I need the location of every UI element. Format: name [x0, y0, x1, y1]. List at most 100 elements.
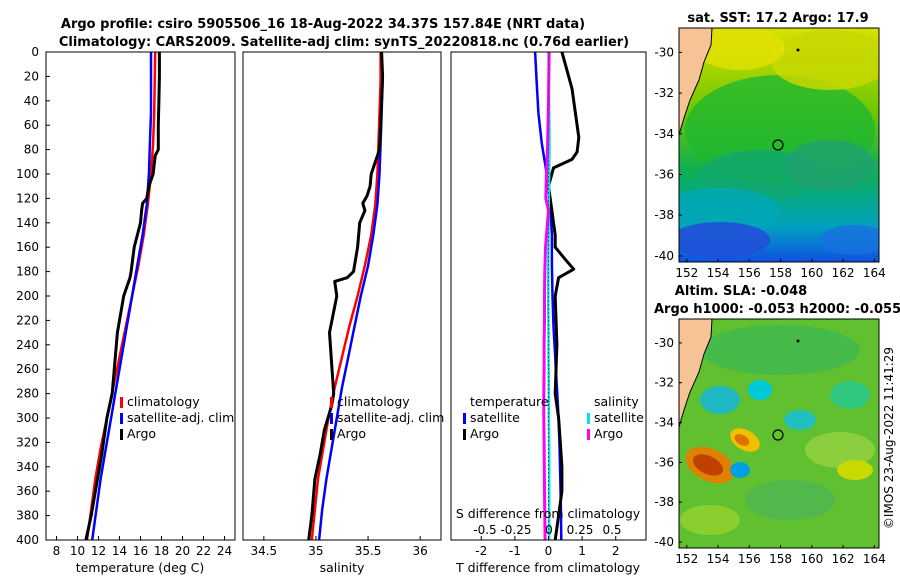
map-y-tick-label: -40	[654, 249, 674, 263]
map-y-tick-label: -36	[654, 168, 674, 182]
map-y-tick-label: -30	[654, 45, 674, 59]
y-tick-label: 320	[16, 435, 39, 449]
map-y-tick-label: -32	[654, 376, 674, 390]
y-tick-label: 340	[16, 460, 39, 474]
map-x-tick-label: 154	[707, 552, 730, 566]
sla-map: Altim. SLA: -0.048 Argo h1000: -0.053 h2…	[654, 284, 900, 566]
map-x-tick-label: 154	[707, 266, 730, 280]
x-tick-label: 16	[133, 544, 148, 558]
map-x-tick-label: 156	[738, 552, 761, 566]
salinity-xlabel: salinity	[320, 560, 365, 575]
map-y-tick-label: -32	[654, 86, 674, 100]
map-y-tick-label: -30	[654, 336, 674, 350]
legend-argo: Argo	[337, 426, 366, 441]
legend-argo: Argo	[127, 426, 156, 441]
s-tick: -0.25	[500, 523, 531, 537]
sla-map-subtitle: Argo h1000: -0.053 h2000: -0.055	[654, 302, 900, 317]
salinity-legend: climatology satellite-adj. clim Argo	[330, 394, 444, 441]
temperature-xlabel: temperature (deg C)	[76, 560, 205, 575]
temperature-panel: 0 20 40 60 80 100 120 140 160 180 200 220 240 260 280 3…	[16, 45, 236, 575]
x-tick-label: 14	[112, 544, 127, 558]
x-tick-label: 0	[545, 544, 553, 558]
series-satellite-adj-clim	[90, 52, 153, 540]
series-temperature-argo	[547, 52, 581, 540]
x-tick-label: 20	[175, 544, 190, 558]
y-tick-label: 20	[24, 69, 39, 83]
y-tick-label: 200	[16, 289, 39, 303]
legend-salinity-title: salinity	[594, 394, 639, 409]
legend-climatology: climatology	[127, 394, 200, 409]
y-tick-label: 400	[16, 533, 39, 547]
legend-t-satellite: satellite	[470, 410, 520, 425]
argo-float-marker	[772, 429, 784, 441]
legend-s-argo: Argo	[594, 426, 623, 441]
map-x-tick-label: 162	[832, 552, 855, 566]
s-difference-ticks: -0.5 -0.25 0 0.25 0.5	[473, 523, 621, 537]
y-tick-label: 160	[16, 240, 39, 254]
legend-climatology: climatology	[337, 394, 410, 409]
salinity-axes-frame	[242, 51, 442, 541]
x-tick-label: -1	[509, 544, 521, 558]
map-y-tick-label: -34	[654, 127, 674, 141]
series-climatology	[85, 52, 157, 540]
s-tick: 0.25	[567, 523, 594, 537]
map-x-tick-label: 156	[738, 266, 761, 280]
y-tick-label: 100	[16, 167, 39, 181]
y-tick-label: 0	[31, 45, 39, 59]
y-tick-label: 300	[16, 411, 39, 425]
figure-title-line2: Climatology: CARS2009. Satellite-adj cli…	[59, 35, 629, 50]
y-tick-label: 260	[16, 362, 39, 376]
map-y-tick-label: -38	[654, 495, 674, 509]
y-tick-label: 220	[16, 313, 39, 327]
s-difference-axis-label: S difference from climatology	[456, 506, 641, 521]
difference-panel: -2 -1 0 1 2 T difference from climatology S …	[450, 51, 647, 575]
imos-stamp: ©IMOS 23-Aug-2022 11:41:29	[882, 347, 896, 529]
map-y-tick-label: -34	[654, 416, 674, 430]
series-temperature-satellite	[533, 52, 563, 540]
land-australia	[679, 319, 713, 428]
x-tick-label: 35	[308, 544, 323, 558]
difference-legend: temperature salinity satellite Argo sate…	[463, 394, 644, 441]
sla-map-title: Altim. SLA: -0.048	[675, 284, 807, 299]
x-tick-label: -2	[475, 544, 487, 558]
x-tick-label: 36	[413, 544, 428, 558]
series-satellite-adj-clim	[317, 52, 384, 540]
sst-map-title: sat. SST: 17.2 Argo: 17.9	[687, 11, 868, 26]
legend-s-satellite: satellite	[594, 410, 644, 425]
legend-t-argo: Argo	[470, 426, 499, 441]
temperature-axes-frame	[45, 51, 236, 541]
series-climatology	[310, 52, 382, 540]
map-x-tick-label: 158	[769, 266, 792, 280]
x-tick-label: 8	[53, 544, 61, 558]
x-tick-label: 12	[91, 544, 106, 558]
sst-map: sat. SST: 17.2 Argo: 17.9 152 154 156 158 16…	[654, 11, 886, 280]
land-australia	[679, 28, 713, 136]
x-tick-label: 1	[578, 544, 586, 558]
map-x-tick-label: 160	[800, 266, 823, 280]
y-tick-label: 180	[16, 265, 39, 279]
map-x-tick-label: 158	[769, 552, 792, 566]
map-x-tick-label: 152	[675, 552, 698, 566]
y-tick-label: 80	[24, 143, 39, 157]
y-tick-label: 360	[16, 484, 39, 498]
series-argo	[307, 52, 385, 540]
series-argo	[84, 52, 161, 540]
map-x-tick-label: 152	[675, 266, 698, 280]
s-tick: -0.5	[473, 523, 496, 537]
salinity-panel: 34.5 35 35.5 36 salinity climatology satell…	[242, 51, 444, 575]
difference-xlabel: T difference from climatology	[455, 560, 641, 575]
x-tick-label: 24	[217, 544, 232, 558]
x-tick-label: 35.5	[355, 544, 382, 558]
legend-satellite-adj: satellite-adj. clim	[127, 410, 234, 425]
map-x-tick-label: 164	[863, 552, 886, 566]
map-x-tick-label: 164	[863, 266, 886, 280]
legend-temperature-title: temperature	[470, 394, 549, 409]
x-tick-label: 18	[154, 544, 169, 558]
y-tick-label: 280	[16, 387, 39, 401]
map-y-tick-label: -40	[654, 535, 674, 549]
figure-title-line1: Argo profile: csiro 5905506_16 18-Aug-20…	[61, 17, 585, 32]
s-tick: 0	[545, 523, 553, 537]
series-salinity-argo	[542, 52, 551, 540]
y-tick-label: 120	[16, 191, 39, 205]
map-x-tick-label: 162	[832, 266, 855, 280]
